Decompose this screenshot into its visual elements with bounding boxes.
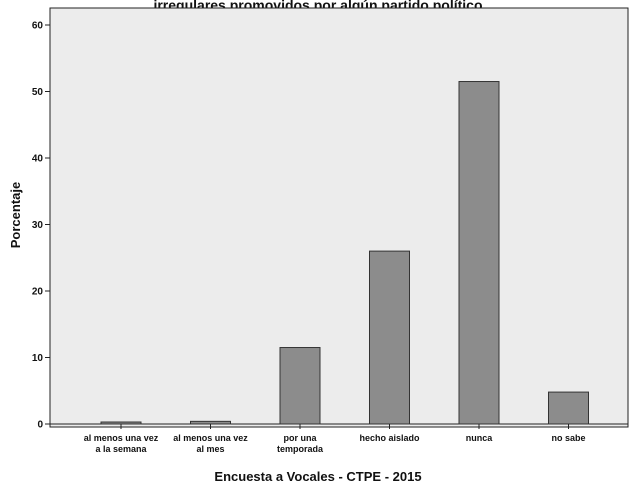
- bars-group: [100, 81, 589, 425]
- x-category-label: al menos una vez: [173, 433, 248, 443]
- y-axis: 0 10 20 30 40 50 60: [32, 21, 628, 431]
- x-axis-title: Encuesta a Vocales - CTPE - 2015: [214, 469, 421, 484]
- x-category-label: al mes: [196, 444, 224, 454]
- bar-0: [100, 421, 142, 425]
- x-category-label: a la semana: [95, 444, 147, 454]
- x-category-label: nunca: [466, 433, 493, 443]
- x-category-label: por una: [284, 433, 318, 443]
- bar-1: [190, 420, 231, 425]
- bar-3: [369, 250, 410, 425]
- y-tick-label: 0: [37, 420, 43, 431]
- y-tick-label: 40: [32, 154, 44, 165]
- y-axis-title: Porcentaje: [8, 182, 23, 248]
- y-tick-label: 30: [32, 220, 44, 231]
- y-tick-label: 50: [32, 87, 44, 98]
- y-tick-label: 60: [32, 21, 44, 32]
- plot-area: [49, 7, 629, 428]
- y-tick-label: 20: [32, 287, 44, 298]
- bar-5: [548, 391, 589, 425]
- x-category-label: al menos una vez: [84, 433, 159, 443]
- x-category-label: hecho aislado: [359, 433, 420, 443]
- y-tick-label: 10: [32, 353, 44, 364]
- bar-2: [279, 347, 321, 425]
- x-category-label: no sabe: [551, 433, 585, 443]
- x-category-label: temporada: [277, 444, 324, 454]
- bar-4: [458, 81, 500, 425]
